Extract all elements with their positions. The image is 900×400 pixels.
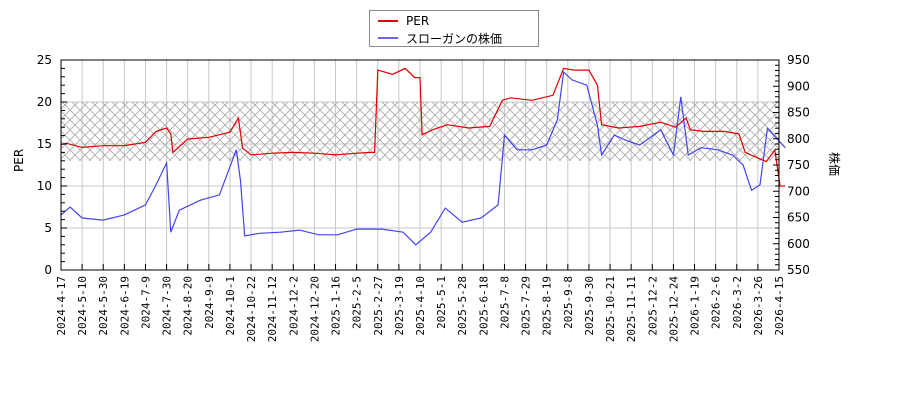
svg-text:2025-5-28: 2025-5-28 [456, 276, 469, 336]
svg-text:2025-2-5: 2025-2-5 [351, 276, 364, 329]
svg-text:2024-6-19: 2024-6-19 [118, 276, 131, 336]
svg-text:700: 700 [787, 184, 810, 198]
svg-text:2025-8-19: 2025-8-19 [541, 276, 554, 336]
svg-text:2025-9-8: 2025-9-8 [562, 276, 575, 329]
svg-text:2024-9-9: 2024-9-9 [203, 276, 216, 329]
svg-text:2025-2-27: 2025-2-27 [372, 276, 385, 336]
legend-item-per: PER [378, 13, 429, 29]
series-lines [60, 67, 786, 246]
svg-text:2025-12-24: 2025-12-24 [667, 276, 680, 343]
svg-text:2025-7-29: 2025-7-29 [520, 276, 533, 336]
svg-text:2024-10-22: 2024-10-22 [245, 276, 258, 342]
svg-text:2024-5-10: 2024-5-10 [76, 276, 89, 336]
per-line [60, 67, 786, 187]
svg-text:25: 25 [37, 53, 52, 67]
svg-text:2025-12-2: 2025-12-2 [646, 276, 659, 336]
svg-text:2024-7-9: 2024-7-9 [139, 276, 152, 329]
svg-text:2025-6-18: 2025-6-18 [477, 276, 490, 336]
legend: PER スローガンの株価 [369, 10, 539, 47]
svg-text:2025-4-10: 2025-4-10 [414, 276, 427, 336]
svg-text:2024-8-20: 2024-8-20 [182, 276, 195, 336]
svg-text:2026-1-19: 2026-1-19 [689, 276, 702, 336]
svg-text:2024-4-17: 2024-4-17 [55, 276, 68, 336]
svg-text:5: 5 [44, 221, 52, 235]
price-swatch-icon [378, 37, 398, 39]
svg-text:2024-12-2: 2024-12-2 [287, 276, 300, 336]
svg-text:2026-3-26: 2026-3-26 [752, 276, 765, 336]
svg-text:600: 600 [787, 237, 810, 251]
left-axis-title: PER [12, 148, 26, 172]
svg-text:800: 800 [787, 132, 810, 146]
svg-text:950: 950 [787, 53, 810, 67]
svg-text:2025-11-11: 2025-11-11 [625, 276, 638, 342]
svg-text:2025-1-16: 2025-1-16 [330, 276, 343, 336]
svg-text:2024-5-30: 2024-5-30 [97, 276, 110, 336]
price-line [60, 70, 786, 246]
svg-text:2025-5-1: 2025-5-1 [435, 276, 448, 329]
svg-text:2026-3-2: 2026-3-2 [731, 276, 744, 329]
per-swatch-icon [378, 20, 398, 22]
svg-text:900: 900 [787, 79, 810, 93]
svg-text:20: 20 [37, 95, 52, 109]
svg-text:2024-11-12: 2024-11-12 [266, 276, 279, 342]
legend-label-price: スローガンの株価 [406, 31, 503, 46]
svg-text:2024-12-20: 2024-12-20 [308, 276, 321, 342]
svg-text:2025-10-21: 2025-10-21 [604, 276, 617, 342]
svg-text:650: 650 [787, 211, 810, 225]
svg-text:550: 550 [787, 263, 810, 277]
svg-text:750: 750 [787, 158, 810, 172]
right-axis-title: 株価 [827, 152, 841, 177]
svg-text:850: 850 [787, 106, 810, 120]
svg-text:2025-9-30: 2025-9-30 [583, 276, 596, 336]
x-axis: 2024-4-17 2024-5-10 2024-5-30 2024-6-19 2024… [55, 264, 786, 342]
right-axis: 550 600 650 700 750 800 850 900 950 [773, 53, 810, 277]
legend-label-per: PER [406, 14, 430, 28]
svg-text:2026-4-15: 2026-4-15 [773, 276, 786, 336]
svg-text:15: 15 [37, 137, 52, 151]
svg-text:2025-7-8: 2025-7-8 [498, 276, 511, 329]
svg-text:2024-10-1: 2024-10-1 [224, 276, 237, 336]
svg-text:0: 0 [44, 263, 52, 277]
svg-text:10: 10 [37, 179, 52, 193]
svg-text:2025-3-19: 2025-3-19 [393, 276, 406, 336]
left-axis: 0 5 10 15 20 25 [37, 53, 67, 277]
legend-item-price: スローガンの株価 [378, 30, 502, 46]
svg-text:2024-7-30: 2024-7-30 [161, 276, 174, 336]
svg-text:2026-2-6: 2026-2-6 [710, 276, 723, 329]
